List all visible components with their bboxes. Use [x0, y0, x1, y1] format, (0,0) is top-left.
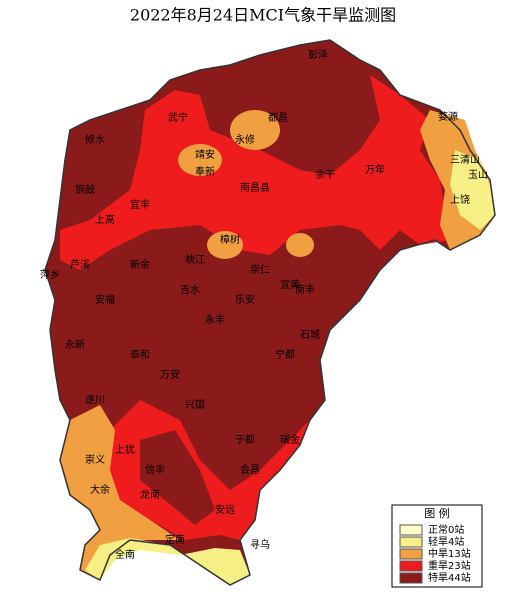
place-label: 南丰	[295, 283, 315, 296]
place-label: 修水	[85, 133, 105, 146]
place-label: 靖安	[195, 148, 215, 161]
place-label: 宜丰	[130, 198, 150, 211]
place-label: 新余	[130, 258, 150, 271]
place-label: 婺源	[438, 110, 458, 123]
zone-moderate	[230, 110, 280, 150]
place-label: 峡江	[185, 253, 205, 266]
place-label: 于都	[235, 434, 255, 446]
map-title: 2022年8月24日MCI气象干旱监测图	[130, 6, 396, 25]
legend-swatch	[399, 524, 423, 536]
zone-extreme	[140, 430, 215, 525]
legend-title: 图 例	[424, 506, 450, 520]
place-label: 宁都	[275, 348, 295, 361]
place-label: 瑞金	[280, 433, 300, 446]
legend-label: 重旱23站	[428, 559, 471, 572]
place-label: 崇仁	[250, 264, 270, 276]
legend-label: 轻旱4站	[428, 535, 464, 548]
place-label: 上犹	[115, 444, 135, 456]
legend-swatch	[399, 560, 423, 572]
place-label: 全南	[115, 548, 135, 561]
place-label: 崇义	[85, 454, 105, 466]
zone-moderate	[60, 405, 180, 580]
legend-swatch	[399, 572, 423, 584]
place-label: 永修	[235, 133, 255, 146]
place-label: 石城	[300, 329, 320, 341]
place-label: 都昌	[268, 112, 288, 124]
place-label: 龙南	[140, 488, 160, 501]
place-label: 永新	[65, 338, 85, 351]
zone-moderate	[178, 144, 222, 176]
place-label: 永丰	[205, 313, 225, 326]
zone-moderate	[286, 233, 314, 257]
place-label: 武宁	[168, 111, 188, 124]
place-label: 铜鼓	[75, 183, 95, 196]
place-label: 吉水	[180, 284, 200, 296]
place-label: 安福	[95, 293, 115, 306]
legend-swatch	[399, 536, 423, 548]
place-label: 上高	[95, 213, 115, 226]
province-border	[44, 39, 496, 586]
legend-label: 正常0站	[428, 523, 464, 536]
place-label: 万年	[365, 163, 385, 176]
place-label: 乐安	[235, 293, 255, 306]
place-label: 大余	[90, 483, 110, 496]
zone-light	[85, 538, 250, 585]
place-label: 万安	[160, 368, 180, 381]
place-label: 三清山	[450, 153, 480, 166]
legend-label: 中旱13站	[428, 547, 471, 560]
place-label: 南昌县	[240, 181, 270, 194]
place-label: 遂川	[85, 393, 105, 406]
place-label: 萍乡	[40, 269, 60, 281]
zone-moderate	[207, 231, 243, 259]
place-label: 奉新	[195, 165, 215, 178]
place-label: 兴国	[185, 399, 205, 411]
place-label: 樟树	[220, 233, 240, 246]
place-label: 泰和	[130, 348, 150, 361]
place-label: 芦溪	[70, 259, 90, 271]
place-label: 信丰	[145, 463, 165, 476]
place-label: 余干	[315, 168, 335, 181]
legend-swatch	[399, 548, 423, 560]
place-label: 寻乌	[250, 538, 270, 551]
place-label: 玉山	[468, 169, 488, 181]
place-label: 宜黄	[280, 278, 300, 291]
place-label: 定南	[165, 533, 185, 546]
place-label: 上饶	[450, 193, 470, 206]
place-label: 会昌	[240, 463, 260, 476]
legend-label: 特旱44站	[428, 571, 471, 584]
zone-severe	[60, 75, 450, 270]
place-label: 彭泽	[308, 48, 328, 61]
place-label: 安远	[215, 503, 235, 516]
